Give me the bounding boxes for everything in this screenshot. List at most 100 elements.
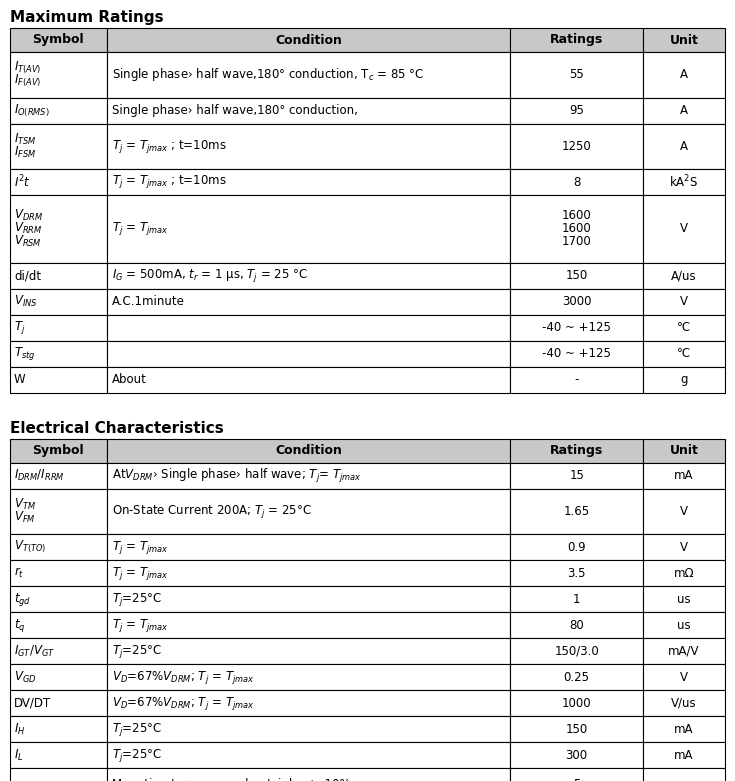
Text: 150: 150 bbox=[565, 722, 588, 736]
Text: $T_j$=25°C: $T_j$=25°C bbox=[112, 721, 162, 737]
Text: On-State Current 200A; $T_j$ = 25°C: On-State Current 200A; $T_j$ = 25°C bbox=[112, 503, 312, 520]
Bar bbox=[107, 289, 511, 315]
Bar bbox=[511, 690, 643, 716]
Bar bbox=[643, 52, 725, 98]
Text: Electrical Characteristics: Electrical Characteristics bbox=[10, 421, 223, 436]
Text: Symbol: Symbol bbox=[32, 34, 84, 47]
Text: $T_j$: $T_j$ bbox=[14, 319, 26, 336]
Text: V: V bbox=[680, 295, 688, 308]
Text: $I_{DRM}$/$I_{RRM}$: $I_{DRM}$/$I_{RRM}$ bbox=[14, 468, 65, 483]
Text: $r_t$: $r_t$ bbox=[14, 566, 24, 580]
Text: 1700: 1700 bbox=[562, 235, 592, 248]
Text: Mounting torque case-heatsink;  ±  10%: Mounting torque case-heatsink; ± 10% bbox=[112, 778, 350, 781]
Bar bbox=[107, 98, 511, 123]
Bar bbox=[107, 742, 511, 768]
Text: $V_{RRM}$: $V_{RRM}$ bbox=[14, 221, 43, 237]
Text: di/dt: di/dt bbox=[14, 269, 41, 282]
Text: mΩ: mΩ bbox=[673, 566, 694, 580]
Text: mA: mA bbox=[674, 722, 694, 736]
Bar bbox=[10, 638, 107, 664]
Text: 5: 5 bbox=[573, 778, 581, 781]
Bar bbox=[107, 262, 511, 289]
Text: mA/V: mA/V bbox=[668, 644, 700, 658]
Text: $I_{O(RMS)}$: $I_{O(RMS)}$ bbox=[14, 102, 50, 119]
Text: $T_j$ = $T_{jmax}$ ; t=10ms: $T_j$ = $T_{jmax}$ ; t=10ms bbox=[112, 173, 226, 191]
Text: $I_{F(AV)}$: $I_{F(AV)}$ bbox=[14, 73, 41, 90]
Bar bbox=[10, 195, 107, 262]
Bar bbox=[511, 28, 643, 52]
Bar bbox=[511, 742, 643, 768]
Text: 3000: 3000 bbox=[562, 295, 592, 308]
Text: 8: 8 bbox=[573, 176, 581, 188]
Text: mA: mA bbox=[674, 469, 694, 482]
Bar bbox=[107, 489, 511, 534]
Text: $T_j$=25°C: $T_j$=25°C bbox=[112, 747, 162, 764]
Text: 3.5: 3.5 bbox=[567, 566, 586, 580]
Text: $V_{DRM}$: $V_{DRM}$ bbox=[14, 209, 43, 223]
Text: 1600: 1600 bbox=[562, 209, 592, 223]
Text: $I_{T(AV)}$: $I_{T(AV)}$ bbox=[14, 60, 41, 77]
Text: mA: mA bbox=[674, 749, 694, 761]
Text: $V_{TM}$: $V_{TM}$ bbox=[14, 497, 36, 512]
Text: $T_j$=25°C: $T_j$=25°C bbox=[112, 643, 162, 660]
Bar bbox=[643, 123, 725, 169]
Text: $T_j$ = $T_{jmax}$: $T_j$ = $T_{jmax}$ bbox=[112, 617, 168, 633]
Text: Condition: Condition bbox=[275, 444, 342, 457]
Bar bbox=[10, 462, 107, 489]
Bar bbox=[107, 664, 511, 690]
Text: DV/DT: DV/DT bbox=[14, 697, 51, 710]
Text: W: W bbox=[14, 373, 26, 386]
Bar bbox=[107, 169, 511, 195]
Bar bbox=[643, 195, 725, 262]
Text: $T_j$=25°C: $T_j$=25°C bbox=[112, 590, 162, 608]
Bar bbox=[511, 716, 643, 742]
Text: 1250: 1250 bbox=[562, 140, 592, 153]
Bar bbox=[10, 28, 107, 52]
Text: Symbol: Symbol bbox=[32, 444, 84, 457]
Bar bbox=[511, 289, 643, 315]
Bar bbox=[511, 612, 643, 638]
Bar bbox=[10, 439, 107, 462]
Text: $V_{T(TO)}$: $V_{T(TO)}$ bbox=[14, 539, 46, 555]
Bar bbox=[511, 315, 643, 341]
Bar bbox=[643, 169, 725, 195]
Bar bbox=[107, 123, 511, 169]
Bar bbox=[107, 52, 511, 98]
Bar bbox=[10, 742, 107, 768]
Bar bbox=[643, 664, 725, 690]
Bar bbox=[511, 664, 643, 690]
Bar bbox=[10, 262, 107, 289]
Bar bbox=[107, 195, 511, 262]
Bar bbox=[10, 169, 107, 195]
Bar bbox=[107, 690, 511, 716]
Bar bbox=[643, 262, 725, 289]
Text: $t_q$: $t_q$ bbox=[14, 617, 26, 633]
Text: A: A bbox=[680, 104, 688, 117]
Text: $t_{gd}$: $t_{gd}$ bbox=[14, 590, 31, 608]
Bar bbox=[107, 366, 511, 393]
Bar bbox=[107, 28, 511, 52]
Bar bbox=[511, 341, 643, 366]
Text: 95: 95 bbox=[569, 104, 584, 117]
Bar bbox=[643, 560, 725, 586]
Bar bbox=[643, 638, 725, 664]
Text: $I_{FSM}$: $I_{FSM}$ bbox=[14, 145, 36, 160]
Bar bbox=[511, 439, 643, 462]
Bar bbox=[107, 638, 511, 664]
Bar bbox=[643, 716, 725, 742]
Text: $V_D$=67%$V_{DRM}$; $T_j$ = $T_{jmax}$: $V_D$=67%$V_{DRM}$; $T_j$ = $T_{jmax}$ bbox=[112, 694, 254, 711]
Bar bbox=[643, 315, 725, 341]
Text: 1.65: 1.65 bbox=[564, 505, 589, 518]
Text: us: us bbox=[677, 619, 691, 632]
Bar bbox=[643, 462, 725, 489]
Text: 80: 80 bbox=[570, 619, 584, 632]
Bar bbox=[107, 612, 511, 638]
Text: °C: °C bbox=[677, 321, 691, 334]
Bar bbox=[643, 289, 725, 315]
Bar bbox=[643, 439, 725, 462]
Bar bbox=[511, 195, 643, 262]
Bar bbox=[643, 98, 725, 123]
Text: Unit: Unit bbox=[670, 34, 698, 47]
Text: -40 ~ +125: -40 ~ +125 bbox=[542, 347, 611, 360]
Text: °C: °C bbox=[677, 347, 691, 360]
